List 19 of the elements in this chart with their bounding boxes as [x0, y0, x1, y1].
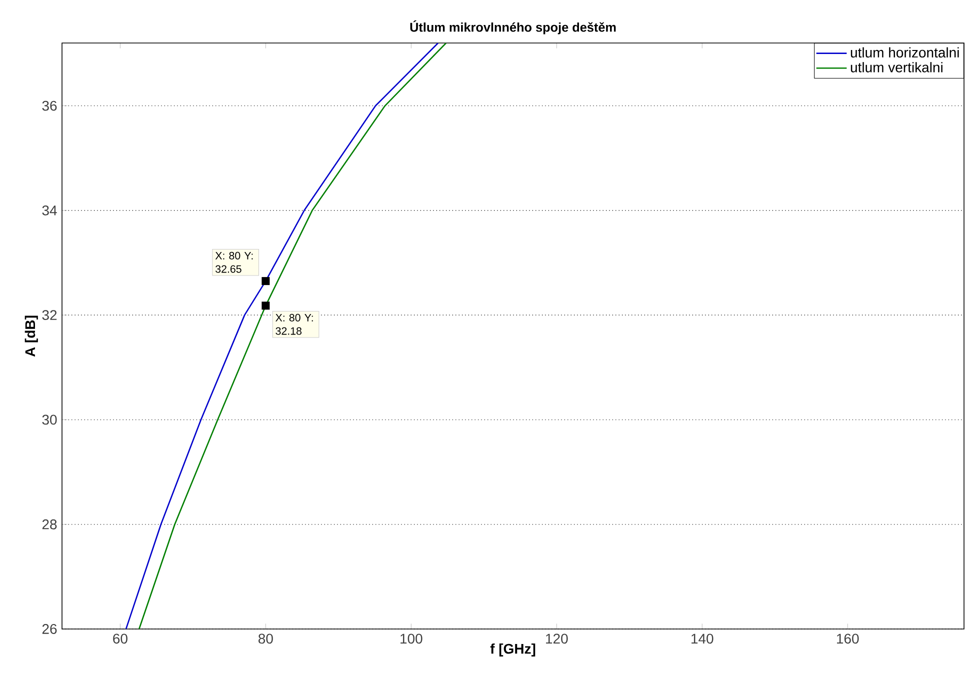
- y-tick-label: 36: [42, 100, 57, 111]
- y-tick-label: 28: [42, 519, 57, 530]
- y-tick-label: 32: [42, 310, 57, 320]
- x-tick-label: 100: [400, 634, 422, 644]
- text: utlum horizontalni: [850, 47, 959, 58]
- x-tick-label: 140: [692, 634, 714, 644]
- annotation: X: 80 Y: 32.18: [276, 314, 313, 335]
- y-tick-label: 30: [42, 414, 57, 425]
- y-tick-label: 34: [42, 205, 57, 216]
- x-axis-title: f [GHz]: [490, 643, 536, 656]
- x-tick-label: 60: [113, 634, 128, 644]
- y-axis-title: A [dB]: [24, 316, 38, 357]
- annotation: X: 80 Y: 32.65: [215, 252, 253, 273]
- x-tick-label: 80: [258, 634, 273, 644]
- legend-label: utlum vertikalni: [850, 62, 942, 72]
- chart-title: Útlum mikrovlnného spoje deštěm: [410, 20, 616, 34]
- x-tick-label: 120: [546, 634, 568, 644]
- x-tick-label: 160: [837, 634, 859, 644]
- y-tick-label: 26: [42, 624, 57, 634]
